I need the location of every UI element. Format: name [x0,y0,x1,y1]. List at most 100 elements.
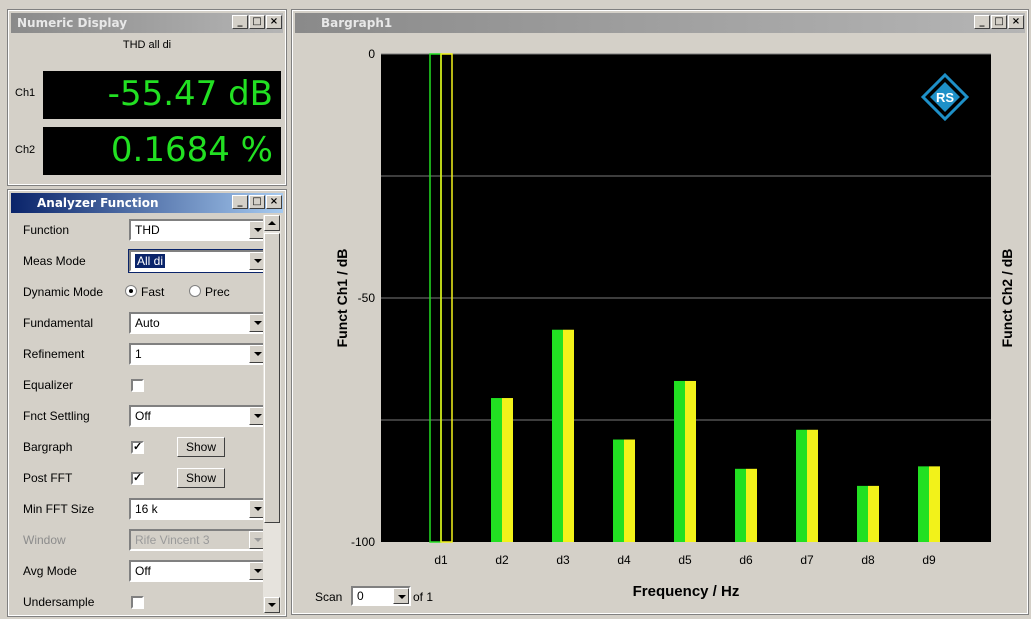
x-tick-label: d4 [617,553,631,567]
post-fft-row: Post FFT ✓ Show [17,463,267,494]
maximize-icon[interactable]: □ [249,15,265,29]
y-axis-label: Funct Ch1 / dB [334,249,350,348]
x-axis-label: Frequency / Hz [633,583,740,600]
numeric-display-titlebar[interactable]: Numeric Display _ □ × [11,13,283,33]
bar-d3-ch1 [552,329,563,542]
bar-d7-ch2 [807,429,818,542]
bar-d8-ch1 [857,485,868,542]
bar-d7-ch1 [796,429,807,542]
min-fft-size-label: Min FFT Size [23,502,95,516]
x-tick-label: d7 [800,553,814,567]
analyzer-function-window: Analyzer Function _ □ × Function THD Mea… [7,189,287,618]
prec-label: Prec [205,285,230,299]
maximize-icon[interactable]: □ [249,195,265,209]
scan-of-label: of 1 [413,590,434,604]
window-row: Window Rife Vincent 3 [17,525,267,556]
bargraph-row: Bargraph ✓ Show [17,432,267,463]
fnct-settling-label: Fnct Settling [23,409,90,423]
fundamental-label: Fundamental [23,316,94,330]
function-select[interactable]: THD [129,219,267,241]
bar-d9-ch1 [918,466,929,542]
y-tick-label: -50 [358,291,376,305]
chevron-down-icon [249,531,265,549]
fnct-settling-select[interactable]: Off [129,405,267,427]
bar-d5-ch1 [674,380,685,542]
fundamental-row: Fundamental Auto [17,308,267,339]
minimize-icon[interactable]: _ [232,15,248,29]
scroll-thumb[interactable] [264,233,280,523]
ch2-label: Ch2 [15,144,36,156]
chevron-down-icon[interactable] [393,588,409,604]
bar-d2-ch2 [502,398,513,542]
post-fft-checkbox[interactable]: ✓ [131,472,144,485]
undersample-row: Undersample [17,587,267,618]
x-tick-label: d5 [678,553,692,567]
post-fft-show-button[interactable]: Show [177,468,225,488]
refinement-row: Refinement 1 [17,339,267,370]
close-icon[interactable]: × [1008,15,1024,29]
bargraph-checkbox[interactable]: ✓ [131,441,144,454]
analyzer-scrollbar[interactable] [263,215,281,613]
bar-d5-ch2 [685,380,696,542]
window-label: Window [23,533,66,547]
x-tick-label: d8 [861,553,875,567]
y-axis-right-label: Funct Ch2 / dB [999,249,1015,348]
function-label: Function [23,223,70,237]
min-fft-size-row: Min FFT Size 16 k [17,494,267,525]
rs-logo-text: RS [936,90,954,105]
function-label: THD all di [122,39,172,51]
bar-d4-ch1 [613,439,624,542]
ch1-label: Ch1 [15,87,36,99]
equalizer-checkbox[interactable] [131,379,144,392]
bar-d6-ch2 [746,468,757,542]
bar-d2-ch1 [491,398,502,542]
numeric-display-title: Numeric Display [17,16,128,30]
undersample-label: Undersample [23,595,95,609]
x-tick-label: d3 [556,553,570,567]
avg-mode-select[interactable]: Off [129,560,267,582]
dynamic-mode-row: Dynamic Mode Fast Prec [17,277,267,308]
bargraph-titlebar[interactable]: Bargraph1 _ □ × [295,13,1025,33]
bargraph-chart: 0 -50 -100 d1 d2 d3 d4 d5 d6 d7 d8 d9 Funct Ch1 / … [334,47,1015,600]
scroll-up-icon[interactable] [264,215,280,231]
meas-mode-row: Meas Mode All di [17,246,268,277]
bargraph-title: Bargraph1 [321,16,393,30]
y-tick-label: -100 [351,535,375,549]
avg-mode-row: Avg Mode Off [17,556,267,587]
bar-d1-ch2 [440,53,453,543]
y-tick-label: 0 [368,47,375,61]
bar-d8-ch2 [868,485,879,542]
prec-radio[interactable] [189,285,201,297]
bar-d6-ch1 [735,468,746,542]
chevron-down-icon[interactable] [249,345,265,363]
bargraph-show-button[interactable]: Show [177,437,225,457]
fundamental-select[interactable]: Auto [129,312,267,334]
meas-mode-label: Meas Mode [23,254,86,268]
ch2-value: 0.1684 % [43,127,281,175]
ch1-value: -55.47 dB [43,71,281,119]
fast-label: Fast [141,285,165,299]
post-fft-label: Post FFT [23,471,73,485]
refinement-select[interactable]: 1 [129,343,267,365]
min-fft-size-select[interactable]: 16 k [129,498,267,520]
bargraph-window: Bargraph1 _ □ × 0 -50 -100 d1 d2 d3 d4 d5 d6 d7 d… [291,9,1029,615]
scroll-down-icon[interactable] [264,597,280,613]
minimize-icon[interactable]: _ [974,15,990,29]
analyzer-title: Analyzer Function [37,196,159,210]
equalizer-row: Equalizer [17,370,267,401]
bar-d9-ch2 [929,466,940,542]
function-row: Function THD [17,215,267,246]
scan-label: Scan [315,590,343,604]
close-icon[interactable]: × [266,15,282,29]
analyzer-titlebar[interactable]: Analyzer Function _ □ × [11,193,283,213]
scan-select[interactable]: 0 [351,586,411,606]
undersample-checkbox[interactable] [131,596,144,609]
fast-radio[interactable] [125,285,137,297]
equalizer-label: Equalizer [23,378,74,392]
minimize-icon[interactable]: _ [232,195,248,209]
maximize-icon[interactable]: □ [991,15,1007,29]
meas-mode-select[interactable]: All di [128,249,268,273]
fnct-settling-row: Fnct Settling Off [17,401,267,432]
bar-d4-ch2 [624,439,635,542]
close-icon[interactable]: × [266,195,282,209]
